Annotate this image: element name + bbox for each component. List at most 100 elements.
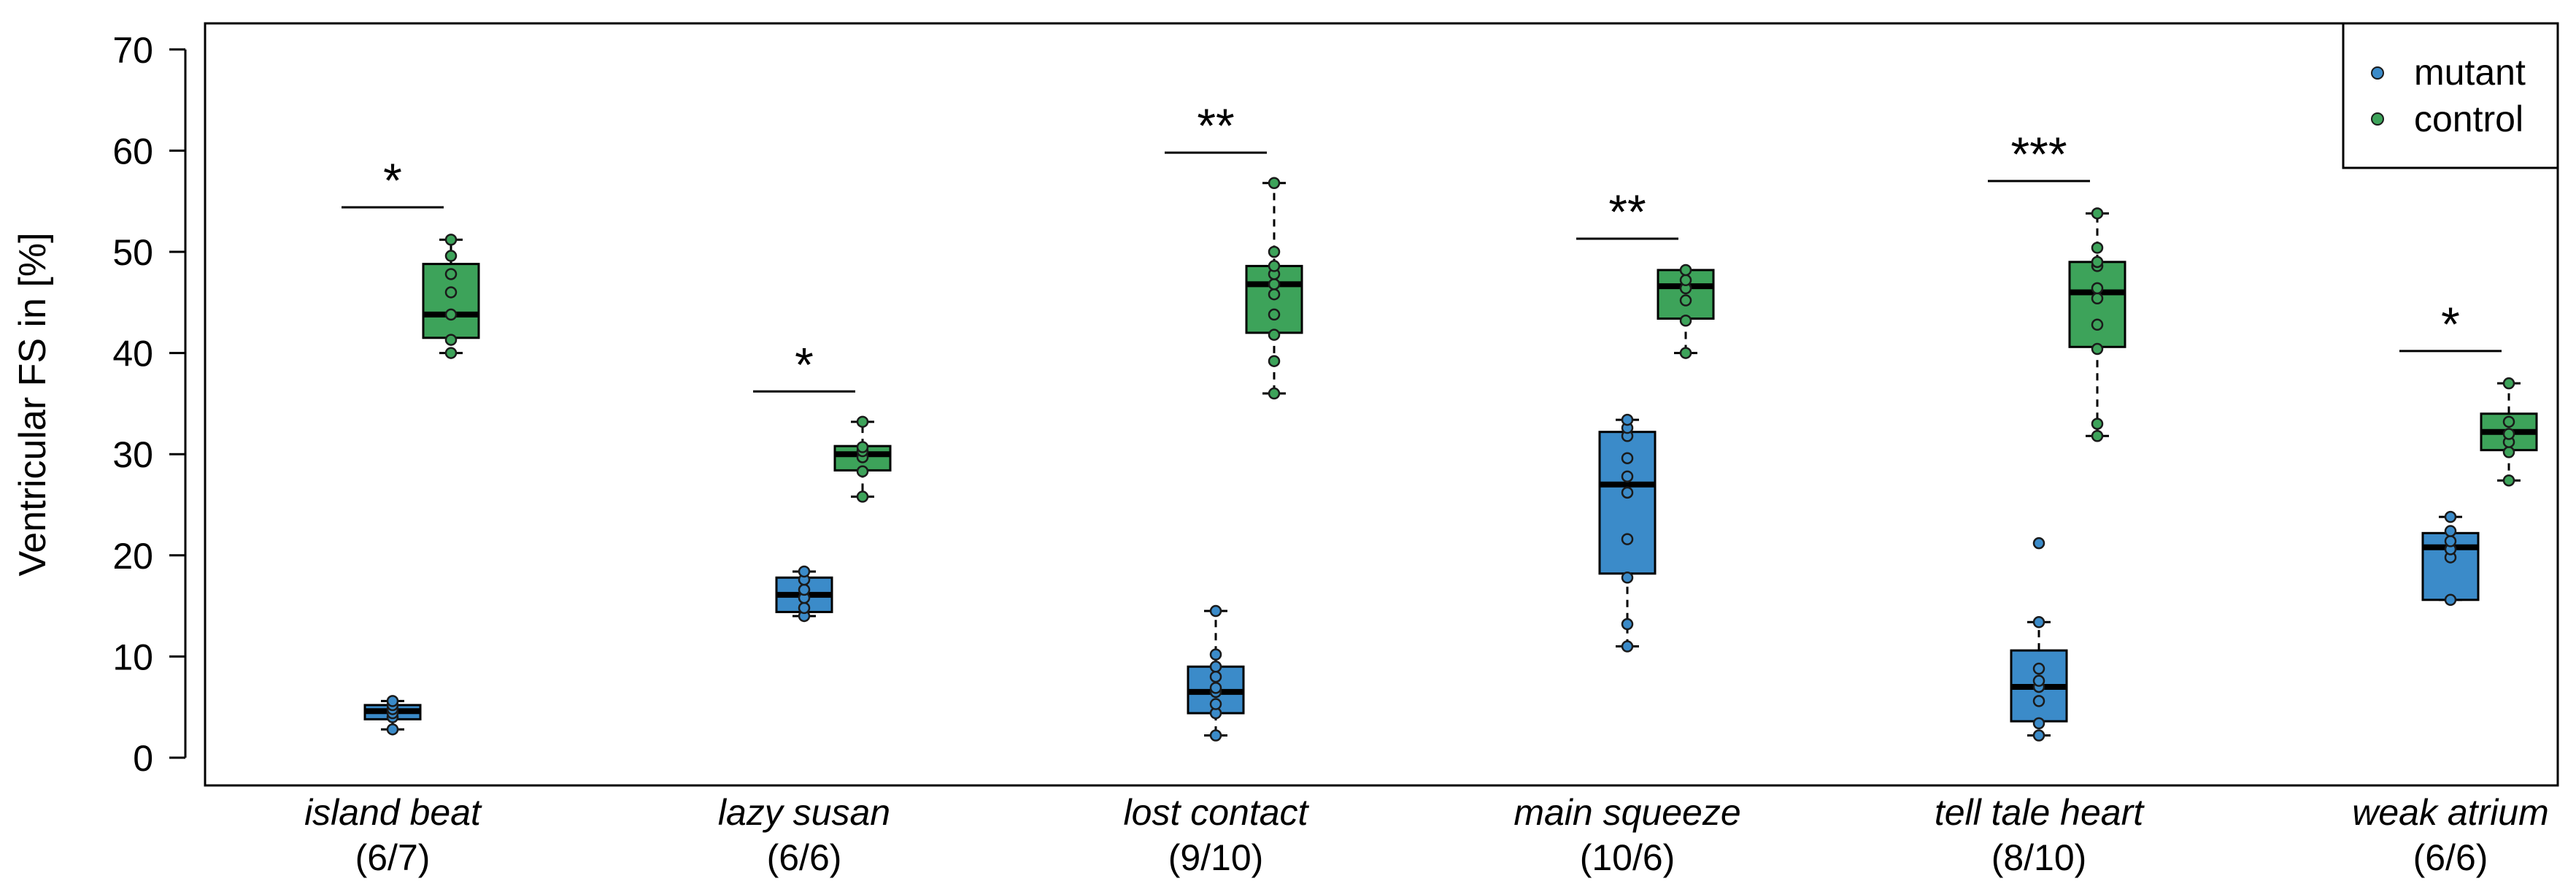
control-data-point [856, 441, 869, 453]
legend-box [2342, 22, 2559, 169]
y-tick-label: 50 [112, 232, 153, 273]
mutant-data-point [2032, 695, 2045, 707]
mutant-box-group [1598, 413, 1657, 653]
x-label-counts: (6/7) [355, 837, 431, 878]
mutant-data-point [2032, 674, 2045, 687]
mutant-data-point [1621, 572, 1634, 584]
mutant-data-point [2444, 525, 2457, 537]
x-label-counts: (9/10) [1168, 837, 1264, 878]
legend-label-control: control [2414, 99, 2523, 139]
x-label-counts: (6/6) [2413, 837, 2488, 878]
control-data-point [2091, 292, 2104, 305]
control-data-point [1268, 177, 1281, 190]
mutant-data-point [2032, 662, 2045, 675]
control-box [2068, 261, 2126, 348]
control-data-point [1268, 260, 1281, 272]
significance-stars: * [795, 337, 814, 391]
control-box-group [1657, 264, 1715, 359]
mutant-data-point [386, 723, 399, 736]
control-data-point [444, 286, 458, 299]
mutant-data-point [1621, 640, 1634, 653]
groups-layer: ********** [342, 99, 2538, 742]
control-data-point [1679, 294, 1692, 307]
mutant-box-group [363, 695, 422, 736]
control-box-group [422, 234, 480, 359]
mutant-box-group [2010, 537, 2068, 742]
mutant-data-point [2444, 535, 2457, 547]
mutant-data-point [2032, 729, 2045, 742]
mutant-data-point [798, 565, 811, 578]
mutant-data-point [1209, 698, 1222, 710]
mutant-data-point [386, 695, 399, 707]
control-box-group [833, 415, 892, 503]
y-axis: 0 10 20 30 40 50 60 70 [112, 30, 187, 779]
control-data-point [444, 268, 458, 280]
control-box-group [1245, 177, 1303, 400]
mutant-data-point [798, 583, 811, 596]
control-data-point [2091, 207, 2104, 220]
mutant-box-group [1187, 604, 1245, 742]
x-label-name: weak atrium [2352, 792, 2549, 833]
significance-stars: ** [1197, 99, 1234, 153]
y-tick-label: 10 [112, 637, 153, 677]
control-data-point [856, 465, 869, 478]
control-data-point [1268, 387, 1281, 400]
legend-label-mutant: mutant [2414, 52, 2526, 93]
group-weak-atrium: * [2399, 297, 2538, 607]
mutant-data-point [1209, 661, 1222, 673]
mutant-data-point [2032, 616, 2045, 628]
group-island-beat: * [342, 153, 480, 736]
mutant-data-point [1621, 533, 1634, 545]
control-box-group [2068, 207, 2126, 442]
y-tick-label: 20 [112, 536, 153, 577]
control-data-point [444, 308, 458, 321]
x-label-counts: (10/6) [1580, 837, 1675, 878]
x-label-name: lost contact [1124, 792, 1310, 833]
control-data-point [2091, 342, 2104, 355]
x-label-counts: (6/6) [767, 837, 842, 878]
control-data-point [444, 250, 458, 262]
control-data-point [2091, 430, 2104, 442]
x-label-name: main squeeze [1513, 792, 1740, 833]
mutant-data-point [2032, 717, 2045, 730]
control-data-point [2091, 418, 2104, 430]
y-axis-label: Ventricular FS in [%] [12, 232, 54, 576]
control-data-point [1679, 347, 1692, 359]
control-data-point [1268, 328, 1281, 341]
control-data-point [444, 234, 458, 246]
control-data-point [2502, 474, 2515, 487]
group-tell-tale-heart: *** [1988, 127, 2126, 742]
mutant-data-point [798, 601, 811, 615]
control-box-group [2480, 377, 2538, 487]
group-lost-contact: ** [1165, 99, 1303, 742]
control-data-point [444, 334, 458, 346]
x-axis-labels: island beat(6/7)lazy susan(6/6)lost cont… [304, 792, 2549, 878]
mutant-data-point [1209, 729, 1222, 742]
plot-frame [204, 22, 2559, 787]
mutant-data-point [1209, 670, 1222, 683]
control-data-point [2091, 282, 2104, 295]
significance-stars: * [383, 153, 402, 207]
mutant-data-point [1209, 604, 1222, 618]
control-data-point [1268, 278, 1281, 291]
mutant-data-point [1621, 486, 1634, 499]
x-label-counts: (8/10) [1991, 837, 2087, 878]
mutant-data-point [1621, 413, 1634, 426]
control-data-point [1268, 355, 1281, 367]
mutant-data-point [2032, 537, 2045, 550]
mutant-data-point [1209, 648, 1222, 661]
control-data-point [2502, 428, 2515, 440]
significance-stars: *** [2010, 127, 2067, 181]
control-data-point [2502, 415, 2515, 428]
mutant-data-point [1621, 470, 1634, 482]
significance-stars: ** [1608, 185, 1646, 239]
legend-marker-mutant [2371, 66, 2384, 80]
y-tick-label: 60 [112, 131, 153, 172]
control-data-point [2502, 446, 2515, 458]
y-tick-label: 0 [133, 738, 153, 779]
control-data-point [2502, 377, 2515, 390]
legend-marker-control [2371, 112, 2384, 126]
mutant-data-point [2444, 510, 2457, 523]
control-data-point [856, 491, 869, 503]
